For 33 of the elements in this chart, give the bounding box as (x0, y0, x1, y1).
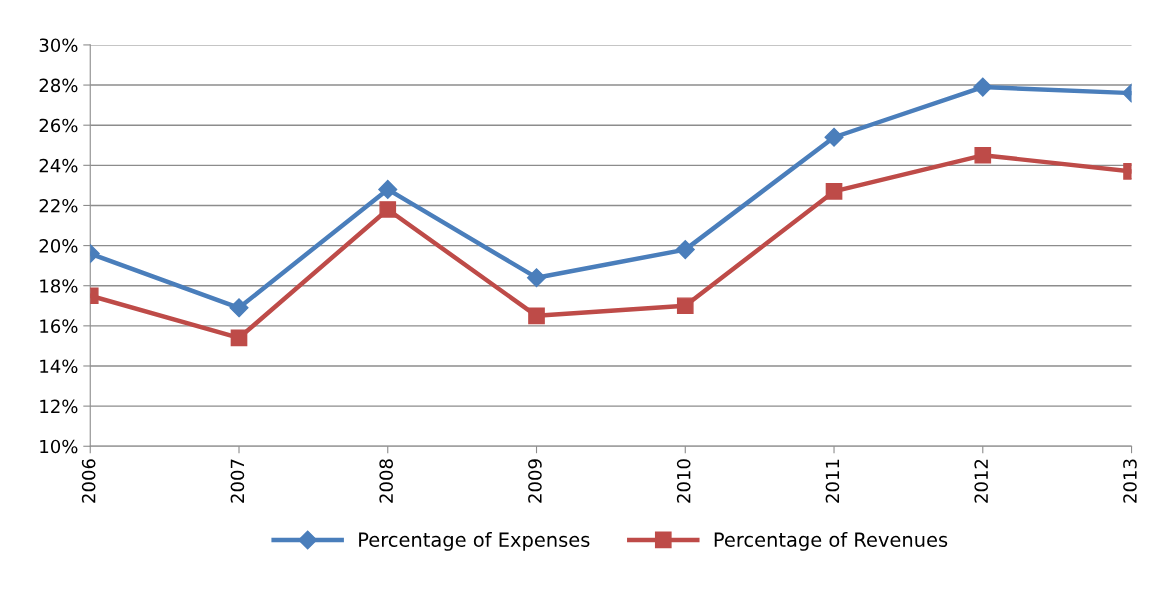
y-tick-label: 20% (39, 239, 78, 253)
point (379, 201, 397, 218)
point (230, 329, 248, 347)
x-tick-label: 2010 (676, 459, 691, 503)
x-tick-label: 2007 (230, 459, 245, 503)
point (378, 179, 398, 199)
x-tick-label: 2011 (825, 459, 840, 503)
y-tick-label: 16% (40, 319, 78, 333)
x-tick-label: 2009 (528, 459, 542, 503)
point (825, 183, 843, 200)
y-tick-label: 22% (39, 198, 78, 213)
y-tick-label: 30% (39, 38, 78, 53)
x-tick-label: 2012 (974, 459, 989, 503)
y-tick-label: 12% (40, 399, 78, 414)
point (974, 146, 992, 164)
y-tick-label: 10% (40, 439, 78, 454)
y-tick-label: 26% (39, 118, 78, 133)
y-tick-label: 28% (39, 78, 78, 93)
point (973, 77, 993, 97)
point (676, 297, 694, 315)
point (229, 298, 249, 318)
legend-label: Percentage of Revenues (714, 531, 948, 551)
y-tick-label: 18% (40, 279, 78, 293)
x-tick-label: 2006 (81, 459, 96, 503)
x-tick-label: 2013 (1123, 459, 1137, 503)
y-tick-label: 14% (40, 359, 78, 374)
point (824, 127, 844, 147)
point (528, 307, 545, 325)
legend-label: Percentage of Expenses (359, 531, 590, 551)
x-tick-label: 2008 (379, 459, 393, 503)
y-tick-label: 24% (39, 158, 78, 173)
point (675, 240, 695, 260)
point (526, 268, 547, 288)
